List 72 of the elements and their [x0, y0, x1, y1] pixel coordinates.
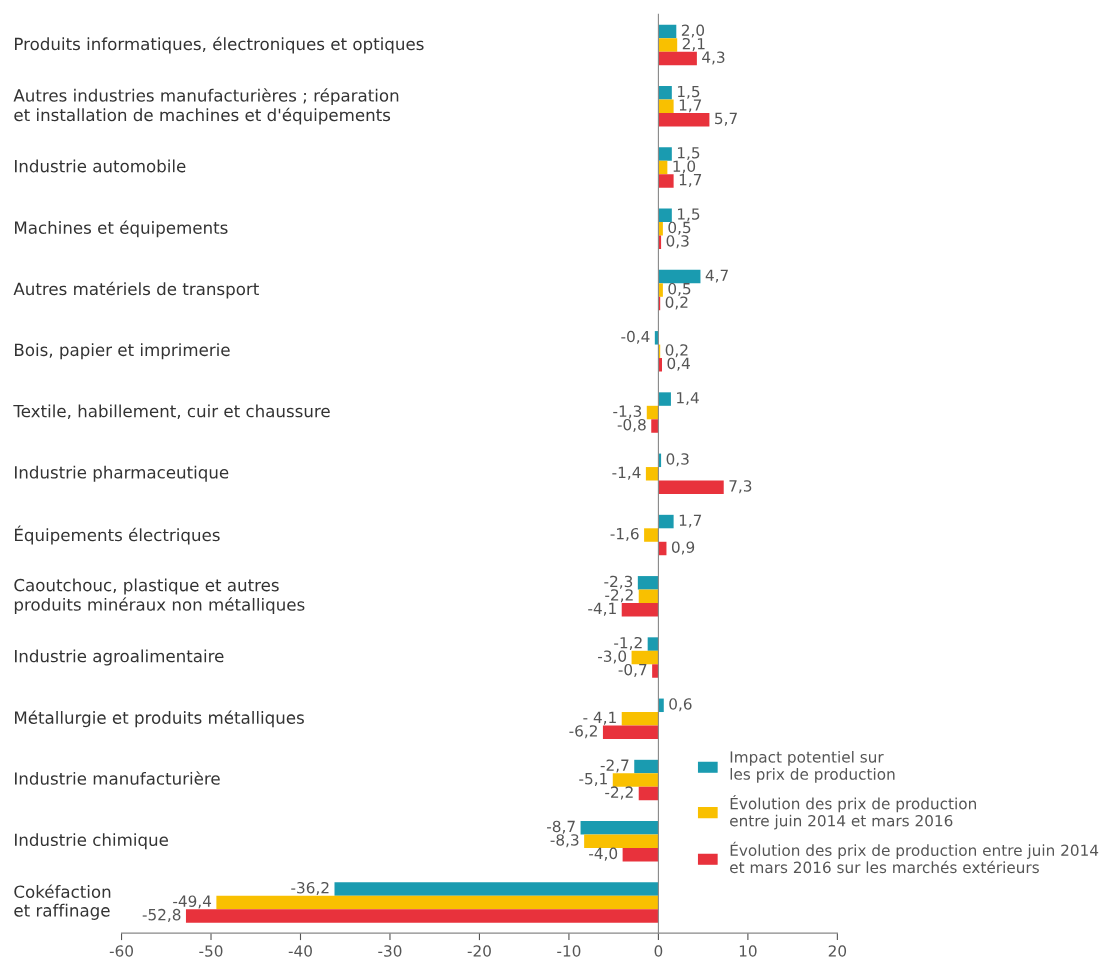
legend-label: Évolution des prix de production entre juin 2014 et mars 2016	[730, 795, 977, 830]
data-label: -1,3	[613, 405, 642, 419]
data-label: 0,2	[665, 296, 688, 310]
data-label: -3,0	[598, 650, 627, 664]
data-label: -49,4	[173, 895, 212, 909]
data-label: -8,7	[547, 820, 575, 834]
data-label: -5,1	[579, 773, 607, 787]
x-tick-label: -20	[467, 945, 491, 957]
y-tick-label: Métallurgie et produits métalliques	[15, 710, 304, 728]
data-label: -1,4	[612, 466, 641, 480]
x-tick-label: 20	[828, 945, 847, 957]
data-label: 1,7	[679, 99, 702, 113]
legend-label: Impact potentiel sur les prix de production	[730, 750, 895, 783]
data-label: 4,7	[705, 269, 728, 283]
data-label: 0,6	[669, 698, 692, 712]
data-label: -36,2	[291, 881, 329, 896]
y-tick-label: Machines et équipements	[15, 220, 228, 238]
data-label: 1,5	[677, 85, 700, 99]
x-tick-label: 0	[654, 945, 663, 957]
y-tick-label: Autres matériels de transport	[13, 281, 259, 299]
x-tick-label: -50	[199, 945, 223, 957]
y-tick-label: Textile, habillement, cuir et chaussure	[13, 404, 330, 420]
data-label: -2,2	[605, 786, 633, 800]
data-label: -2,3	[604, 575, 633, 589]
data-label: 5,7	[715, 112, 737, 126]
y-tick-label: Autres industries manufacturières ; réparation et installation de machines et d'équipements	[13, 88, 399, 125]
data-label: 1,5	[677, 147, 700, 161]
legend-label: Évolution des prix de production entre juin 2014 et mars 2016 sur les marchés extérieurs	[730, 841, 1099, 874]
data-label: 1,7	[679, 514, 702, 528]
data-label: 0,5	[668, 221, 691, 235]
data-label: 0,2	[665, 344, 688, 358]
data-label: -0,4	[621, 330, 650, 344]
x-tick-label: 10	[739, 945, 757, 957]
data-label: -0,7	[618, 663, 647, 677]
data-label: -4,0	[589, 847, 618, 861]
data-label: 1,5	[677, 208, 700, 222]
y-tick-label: Cokéfaction et raffinage	[14, 884, 111, 920]
data-label: 0,4	[667, 357, 690, 371]
data-label: 1,0	[673, 160, 696, 174]
x-tick-label: -60	[109, 945, 133, 957]
data-label: -8,3	[550, 834, 579, 848]
data-label: 2,1	[682, 37, 705, 52]
y-tick-label: Industrie pharmaceutique	[15, 465, 229, 482]
data-label: - 4,1	[583, 711, 616, 725]
data-label: 4,3	[702, 51, 725, 65]
y-tick-label: Industrie manufacturière	[15, 771, 220, 785]
y-tick-label: Industrie automobile	[15, 159, 186, 173]
data-label: 0,9	[671, 541, 695, 555]
y-tick-label: Équipements électriques	[15, 525, 220, 545]
data-label: 1,4	[677, 392, 699, 406]
x-tick-label: -10	[557, 945, 581, 957]
y-tick-label: Caoutchouc, plastique et autres produits minéraux non métalliques	[14, 578, 305, 615]
data-label: -1,6	[610, 527, 639, 542]
data-label: -6,2	[569, 725, 597, 739]
data-label: 7,3	[729, 480, 752, 494]
data-label: 0,3	[666, 235, 689, 249]
data-label: -4,1	[588, 602, 616, 616]
y-tick-label: Bois, papier et imprimerie	[15, 343, 230, 360]
data-label: -2,2	[605, 589, 633, 603]
data-label: 0,5	[668, 282, 691, 297]
y-tick-label: Produits informatiques, électroniques et optiques	[15, 36, 424, 54]
x-tick-label: -30	[378, 945, 402, 957]
data-label: 2,0	[681, 24, 705, 38]
data-label: 0,3	[666, 453, 689, 467]
data-label: -2,7	[600, 759, 629, 773]
y-tick-label: Industrie agroalimentaire	[15, 649, 224, 666]
data-label: -0,8	[617, 418, 646, 432]
data-label: 1,7	[679, 174, 702, 188]
y-tick-label: Industrie chimique	[15, 833, 168, 850]
x-tick-label: -40	[288, 945, 312, 957]
data-label: -1,2	[614, 636, 642, 651]
data-label: -52,8	[142, 908, 181, 922]
